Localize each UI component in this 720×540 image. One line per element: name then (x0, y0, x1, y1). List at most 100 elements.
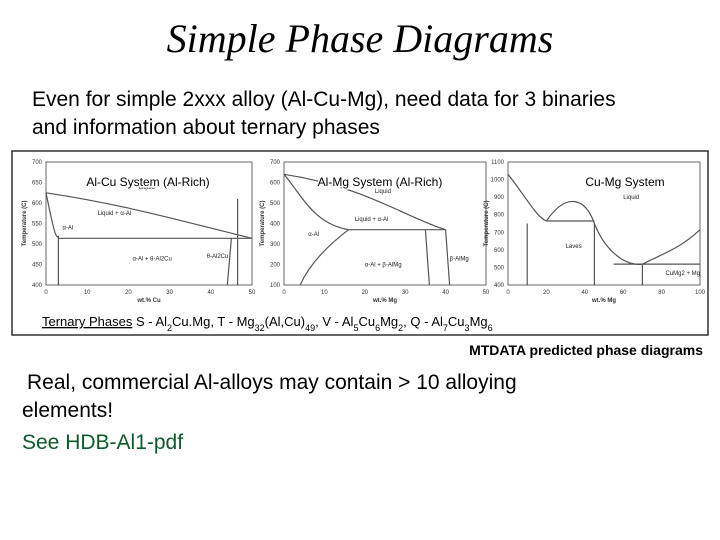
y-tick-label: 700 (32, 160, 43, 166)
x-tick-label: 20 (125, 290, 132, 296)
y-tick-label: 650 (32, 181, 43, 187)
body-line: elements! (22, 399, 113, 422)
slide-title: Simple Phase Diagrams (167, 16, 554, 61)
phase-region-label: θ-Al2Cu (207, 254, 229, 260)
x-tick-label: 20 (361, 290, 368, 296)
y-tick-label: 200 (270, 263, 281, 269)
phase-region-label: α-Al (62, 226, 73, 232)
formula-text: S - Al (136, 314, 167, 329)
y-tick-label: 600 (270, 181, 281, 187)
subscript: 6 (488, 323, 493, 333)
y-tick-label: 400 (32, 283, 43, 289)
x-tick-label: 40 (581, 290, 588, 296)
phase-boundary (545, 200, 701, 265)
x-axis-title: wt.% Mg (372, 298, 397, 304)
reference: See HDB-Al1-pdf (22, 431, 183, 454)
phase-region-label: Liquid (623, 195, 639, 201)
subscript: 3 (465, 323, 470, 333)
y-tick-label: 300 (270, 242, 281, 248)
x-tick-label: 50 (249, 290, 256, 296)
y-tick-label: 500 (270, 201, 281, 207)
subscript: 2 (167, 323, 172, 333)
x-axis-title: wt.% Mg (591, 298, 616, 304)
y-tick-label: 800 (494, 213, 505, 219)
x-tick-label: 50 (483, 290, 490, 296)
y-tick-label: 900 (494, 195, 505, 201)
y-tick-label: 1000 (491, 178, 505, 184)
x-tick-label: 0 (506, 290, 510, 296)
body-line: Real, commercial Al-alloys may contain >… (27, 371, 517, 394)
plot-frame (283, 161, 487, 286)
intro-line: and information about ternary phases (32, 116, 380, 139)
plot-frame (45, 161, 253, 286)
phase-region-label: CuMg2 + Mg (665, 271, 700, 277)
x-axis-title: wt.% Cu (136, 298, 161, 304)
panel-title: Cu-Mg System (585, 175, 664, 189)
formula-text: Mg (380, 314, 398, 329)
formula-text: , V - Al (315, 314, 353, 329)
phase-region-label: Laves (566, 244, 582, 250)
subscript: 2 (398, 323, 403, 333)
y-tick-label: 400 (494, 283, 505, 289)
phase-boundary (424, 229, 430, 286)
plot-frame (507, 161, 701, 286)
phase-region-label: Liquid + α-Al (98, 211, 132, 217)
x-tick-label: 40 (442, 290, 449, 296)
x-tick-label: 30 (166, 290, 173, 296)
subscript: 6 (375, 323, 380, 333)
subscript: 7 (443, 323, 448, 333)
formula-text: Cu.Mg, T - Mg (172, 314, 255, 329)
x-tick-label: 0 (44, 290, 48, 296)
phase-region-label: α-Al + β-AlMg (365, 263, 402, 269)
phase-boundary (283, 173, 446, 231)
y-tick-label: 500 (32, 242, 43, 248)
phase-boundary (226, 238, 232, 286)
x-tick-label: 10 (84, 290, 91, 296)
ternary-label: Ternary Phases (42, 314, 133, 329)
y-tick-label: 100 (270, 283, 281, 289)
y-tick-label: 400 (270, 222, 281, 228)
formula-text: (Al,Cu) (265, 314, 305, 329)
y-tick-label: 600 (32, 201, 43, 207)
intro-line: Even for simple 2xxx alloy (Al-Cu-Mg), n… (32, 88, 616, 111)
formula-text: , Q - Al (403, 314, 443, 329)
y-tick-label: 700 (494, 230, 505, 236)
ternary-phases: Ternary Phases S - Al2Cu.Mg, T - Mg32(Al… (42, 314, 493, 333)
x-tick-label: 80 (658, 290, 665, 296)
x-tick-label: 10 (321, 290, 328, 296)
subscript: 49 (305, 323, 315, 333)
phase-boundary (45, 192, 253, 239)
x-tick-label: 0 (282, 290, 286, 296)
phase-boundary (507, 173, 547, 222)
y-tick-label: 1100 (491, 160, 505, 166)
formula-text: Cu (358, 314, 375, 329)
phase-boundary (283, 173, 349, 231)
y-axis-title: Temperature (C) (484, 201, 490, 247)
phase-region-label: β-AlMg (450, 256, 469, 262)
phase-region-label: α-Al (308, 232, 319, 238)
y-tick-label: 600 (494, 248, 505, 254)
caption: MTDATA predicted phase diagrams (469, 342, 703, 358)
y-axis-title: Temperature (C) (260, 201, 266, 247)
y-tick-label: 450 (32, 263, 43, 269)
phase-region-label: α-Al + θ-Al2Cu (133, 256, 172, 262)
x-tick-label: 60 (620, 290, 627, 296)
panel-title: Al-Mg System (Al-Rich) (318, 175, 443, 189)
phase-boundary (445, 229, 451, 286)
subscript: 5 (353, 323, 358, 333)
phase-region-label: Liquid (375, 189, 391, 195)
x-tick-label: 100 (695, 290, 706, 296)
formula-text: Mg (470, 314, 488, 329)
x-tick-label: 20 (543, 290, 550, 296)
phase-boundary (45, 192, 59, 285)
y-axis-title: Temperature (C) (22, 201, 28, 247)
phase-boundary (299, 229, 349, 286)
x-tick-label: 30 (402, 290, 409, 296)
x-tick-label: 40 (207, 290, 214, 296)
y-tick-label: 700 (270, 160, 281, 166)
y-tick-label: 550 (32, 222, 43, 228)
y-tick-label: 500 (494, 265, 505, 271)
phase-region-label: Liquid (139, 185, 155, 191)
